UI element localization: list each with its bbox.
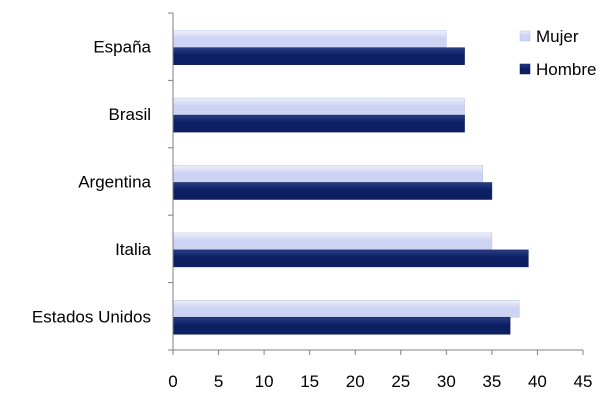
bar-hombre-estados-unidos	[172, 317, 511, 335]
axes-layer	[168, 12, 584, 355]
legend-swatch-hombre	[519, 63, 531, 75]
bar-hombre-argentina	[172, 182, 493, 200]
bar-mujer-estados-unidos	[172, 300, 520, 318]
bar-mujer-argentina	[172, 165, 484, 183]
bar-mujer-espana	[172, 30, 447, 48]
bars-layer	[172, 30, 529, 335]
category-label-italia: Italia	[115, 240, 151, 259]
x-tick-label: 45	[574, 372, 593, 391]
category-label-argentina: Argentina	[78, 173, 151, 192]
legend: Mujer Hombre	[519, 27, 596, 79]
x-tick-label: 0	[168, 372, 177, 391]
bar-mujer-brasil	[172, 97, 465, 116]
legend-swatch-mujer	[519, 30, 531, 42]
bar-mujer-italia	[172, 232, 493, 251]
bar-hombre-espana	[172, 47, 465, 65]
legend-label-hombre: Hombre	[536, 60, 596, 79]
legend-label-mujer: Mujer	[536, 27, 579, 46]
x-tick-label: 5	[214, 372, 223, 391]
category-label-estados-unidos: Estados Unidos	[32, 307, 151, 326]
category-label-espana: España	[93, 38, 151, 57]
x-tick-label: 25	[391, 372, 410, 391]
x-tick-label: 10	[255, 372, 274, 391]
x-tick-label: 35	[482, 372, 501, 391]
bar-hombre-brasil	[172, 114, 465, 133]
bar-hombre-italia	[172, 249, 529, 268]
labels-layer: 0 5 10 15 20 25 30 35 40 45 España Brasil Argentina I…	[32, 38, 593, 391]
category-label-brasil: Brasil	[108, 105, 151, 124]
x-tick-label: 30	[437, 372, 456, 391]
x-tick-label: 20	[346, 372, 365, 391]
x-tick-label: 15	[300, 372, 319, 391]
x-tick-label: 40	[528, 372, 547, 391]
